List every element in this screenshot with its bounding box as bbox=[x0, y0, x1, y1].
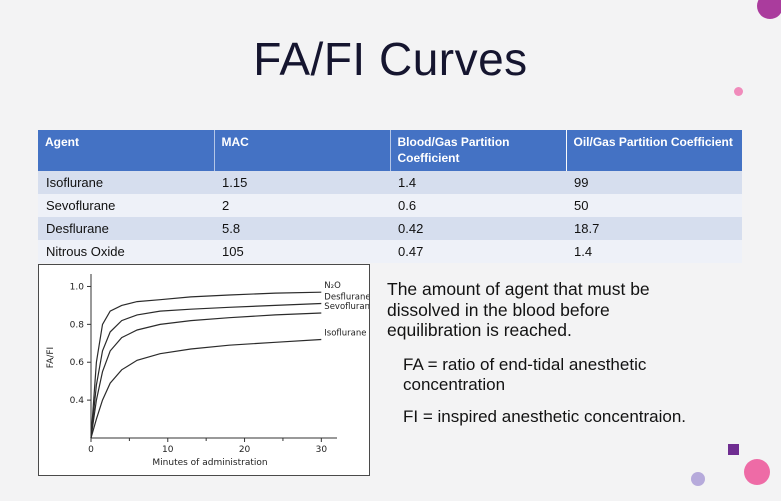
table-cell: Isoflurane bbox=[38, 171, 214, 195]
column-header: Oil/Gas Partition Coefficient bbox=[565, 130, 742, 172]
decor-dot-right bbox=[734, 87, 743, 96]
decor-circle-top-right bbox=[757, 0, 781, 19]
table-cell: 1.15 bbox=[214, 171, 390, 195]
fafi-chart-svg: 0.4 0.6 0.8 1.0 0 10 20 30 N₂O DesfluraneSevoflur… bbox=[46, 274, 369, 468]
notes-block: The amount of agent that must be dissolv… bbox=[387, 279, 691, 439]
decor-circle-pink-bottom bbox=[744, 459, 770, 485]
column-header: Agent bbox=[38, 130, 214, 172]
svg-text:1.0: 1.0 bbox=[70, 282, 85, 292]
column-header: Blood/Gas Partition Coefficient bbox=[389, 130, 566, 172]
column-header: MAC bbox=[213, 130, 390, 172]
table-row: Isoflurane 1.15 1.4 99 bbox=[38, 171, 742, 195]
table-cell: 5.8 bbox=[214, 217, 390, 241]
table-cell: 0.47 bbox=[390, 240, 566, 264]
table-row: Nitrous Oxide 105 0.47 1.4 bbox=[38, 240, 742, 264]
notes-fi-definition: FI = inspired anesthetic concentraion. bbox=[403, 407, 687, 427]
table-cell: 0.6 bbox=[390, 194, 566, 218]
svg-text:Sevoflurane: Sevoflurane bbox=[324, 302, 369, 312]
table-cell: Sevoflurane bbox=[38, 194, 214, 218]
fafi-chart: 0.4 0.6 0.8 1.0 0 10 20 30 N₂O Desflurane Sevoflur… bbox=[38, 264, 370, 476]
svg-text:0.6: 0.6 bbox=[70, 358, 85, 368]
table-cell: 1.4 bbox=[390, 171, 566, 195]
svg-text:Isoflurane: Isoflurane bbox=[324, 329, 366, 339]
table-cell: 1.4 bbox=[566, 240, 742, 264]
page-title: FA/FI Curves bbox=[253, 33, 528, 85]
table-row: Desflurane 5.8 0.42 18.7 bbox=[38, 217, 742, 241]
svg-text:FA/FI: FA/FI bbox=[46, 347, 56, 368]
table-cell: 50 bbox=[566, 194, 742, 218]
notes-main-text: The amount of agent that must be dissolv… bbox=[387, 279, 650, 341]
agent-table-body: Isoflurane 1.15 1.4 99 Sevoflurane 2 0.6 50 Desf… bbox=[38, 171, 742, 264]
table-cell: Nitrous Oxide bbox=[38, 240, 214, 264]
decor-square-bottom-right bbox=[728, 444, 739, 455]
table-cell: 2 bbox=[214, 194, 390, 218]
agent-table-head-row: Agent MAC Blood/Gas Partition Coefficient O… bbox=[38, 130, 742, 172]
svg-text:Desflurane: Desflurane bbox=[324, 293, 369, 303]
table-cell: 18.7 bbox=[566, 217, 742, 241]
table-cell: 0.42 bbox=[390, 217, 566, 241]
svg-text:0: 0 bbox=[88, 445, 94, 455]
svg-text:20: 20 bbox=[239, 445, 251, 455]
svg-text:30: 30 bbox=[316, 445, 328, 455]
table-cell: 105 bbox=[214, 240, 390, 264]
svg-text:N₂O: N₂O bbox=[324, 281, 341, 291]
svg-text:Minutes of administration: Minutes of administration bbox=[152, 458, 267, 468]
table-cell: 99 bbox=[566, 171, 742, 195]
agent-table: Agent MAC Blood/Gas Partition Coefficient O… bbox=[38, 130, 742, 264]
notes-fa-definition: FA = ratio of end-tidal anesthetic conce… bbox=[403, 354, 647, 394]
svg-text:0.8: 0.8 bbox=[70, 320, 85, 330]
table-row: Sevoflurane 2 0.6 50 bbox=[38, 194, 742, 218]
svg-text:0.4: 0.4 bbox=[70, 396, 85, 406]
table-cell: Desflurane bbox=[38, 217, 214, 241]
svg-text:10: 10 bbox=[162, 445, 174, 455]
decor-circle-lavender-bottom bbox=[691, 472, 705, 486]
